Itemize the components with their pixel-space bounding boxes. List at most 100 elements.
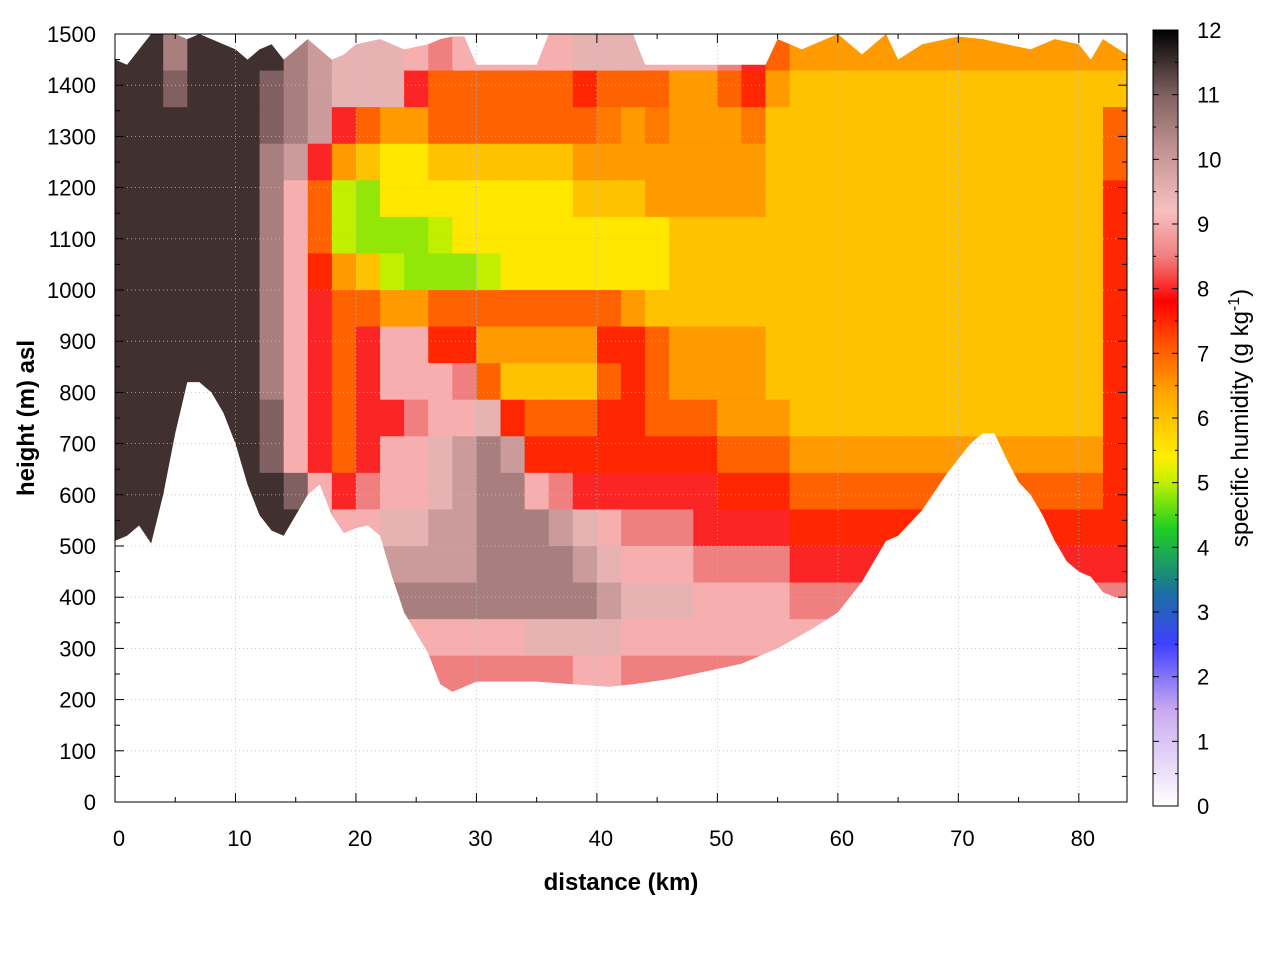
humidity-cell (1030, 180, 1056, 218)
humidity-cell (1078, 143, 1104, 182)
humidity-cell (789, 509, 815, 547)
humidity-cell (548, 34, 574, 72)
humidity-cell (910, 216, 936, 255)
humidity-cell (621, 546, 646, 584)
humidity-cell (765, 143, 791, 182)
humidity-cell (693, 290, 719, 328)
humidity-cell (428, 436, 454, 474)
humidity-cell (163, 180, 189, 218)
humidity-cell (500, 582, 526, 620)
y-axis-ticks: 0 100 200 300 400 500 600 700 800 900 1000 1100 1200… (47, 22, 1127, 815)
humidity-cell (645, 70, 670, 108)
humidity-cell (669, 326, 695, 364)
humidity-cell (741, 582, 767, 620)
humidity-cell (283, 253, 309, 291)
humidity-cell (1078, 216, 1104, 255)
humidity-cell (596, 509, 622, 547)
humidity-cell (524, 143, 550, 182)
colorbar-tick-label: 4 (1197, 535, 1209, 560)
humidity-cell (741, 70, 767, 108)
humidity-cell (331, 326, 357, 364)
x-tick-label: 40 (589, 826, 613, 851)
humidity-cell (163, 216, 189, 255)
humidity-cell (1102, 180, 1127, 218)
humidity-cell (886, 399, 911, 438)
humidity-cell (693, 326, 719, 364)
humidity-cell (139, 326, 164, 364)
humidity-cell (452, 180, 478, 218)
humidity-cell (982, 216, 1008, 255)
humidity-cell (1030, 70, 1056, 108)
humidity-cell (1078, 472, 1104, 511)
colorbar-tick-label: 5 (1197, 471, 1209, 496)
x-tick-label: 80 (1071, 826, 1095, 851)
x-tick-label: 30 (468, 826, 492, 851)
humidity-cell (717, 363, 743, 401)
humidity-cell (524, 326, 550, 364)
humidity-cell (331, 107, 357, 145)
humidity-cell (789, 436, 815, 474)
humidity-cell (524, 363, 550, 401)
humidity-cell (1054, 326, 1080, 364)
humidity-cell (307, 180, 333, 218)
humidity-cell (428, 363, 454, 401)
humidity-cell (1054, 253, 1080, 291)
humidity-cell (476, 253, 502, 291)
humidity-cell (572, 143, 598, 182)
humidity-cell (621, 509, 646, 547)
humidity-cell (355, 70, 381, 108)
humidity-cell (861, 216, 887, 255)
humidity-cell (1078, 107, 1104, 145)
humidity-cell (355, 107, 381, 145)
humidity-cell (476, 546, 502, 584)
humidity-cell (283, 107, 309, 145)
humidity-cell (283, 326, 309, 364)
humidity-cell (404, 290, 430, 328)
humidity-cell (765, 253, 791, 291)
humidity-cell (645, 472, 670, 511)
humidity-cell (621, 216, 646, 255)
humidity-cell (235, 399, 261, 438)
humidity-cell (380, 472, 405, 511)
humidity-cell (211, 180, 237, 218)
humidity-cell (452, 326, 478, 364)
humidity-cell (380, 143, 405, 182)
humidity-cell (717, 216, 743, 255)
humidity-cell (500, 70, 526, 108)
colorbar-tick-label: 1 (1197, 729, 1209, 754)
humidity-cell (139, 107, 164, 145)
humidity-cell (548, 399, 574, 438)
humidity-cell (886, 143, 911, 182)
humidity-cell (813, 399, 839, 438)
humidity-cell (380, 509, 405, 547)
humidity-cell (693, 436, 719, 474)
humidity-cell (1054, 107, 1080, 145)
humidity-cell (741, 143, 767, 182)
humidity-cell (813, 253, 839, 291)
humidity-cell (741, 180, 767, 218)
humidity-cell (572, 70, 598, 108)
humidity-cell (476, 216, 502, 255)
humidity-cell (548, 363, 574, 401)
humidity-cell (789, 107, 815, 145)
x-tick-label: 50 (709, 826, 733, 851)
humidity-cell (476, 143, 502, 182)
humidity-cell (331, 253, 357, 291)
humidity-cell (837, 509, 863, 547)
humidity-cell (211, 143, 237, 182)
humidity-cell (428, 326, 454, 364)
humidity-cell (500, 290, 526, 328)
humidity-cell (645, 143, 670, 182)
x-tick-label: 20 (348, 826, 372, 851)
humidity-cell (355, 290, 381, 328)
humidity-cell (500, 326, 526, 364)
humidity-cell (572, 326, 598, 364)
humidity-cell (428, 180, 454, 218)
humidity-cell (115, 472, 140, 511)
humidity-cell (910, 399, 936, 438)
humidity-cell (428, 70, 454, 108)
humidity-cell (163, 34, 189, 72)
humidity-cell (789, 472, 815, 511)
y-tick-label: 500 (59, 534, 96, 559)
